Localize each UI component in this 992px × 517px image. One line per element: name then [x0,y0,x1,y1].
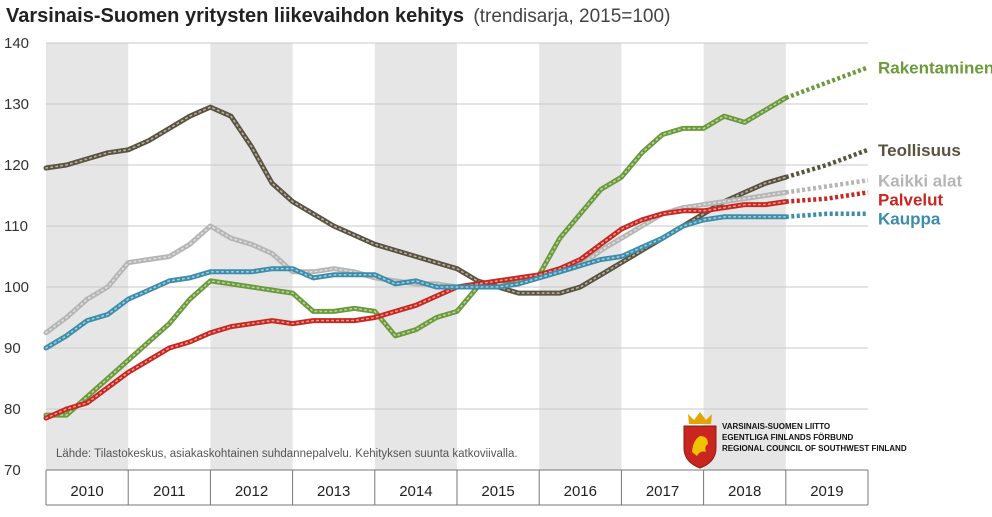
legend: Rakentaminen Teollisuus Kaikki alatPalvelu… [878,58,992,228]
series-kauppa [43,211,868,351]
x-tick-label-2011: 2011 [153,483,185,500]
source-note: Lähde: Tilastokeskus, asiakaskohtainen s… [56,448,518,460]
logo-line-2: EGENTLIGA FINLANDS FÖRBUND [722,433,853,442]
series-projection-palvelut [785,190,869,204]
x-tick-label-2013: 2013 [317,483,350,500]
legend-label-teollisuus: Teollisuus [878,141,961,160]
legend-label-rakentaminen: Rakentaminen [878,58,992,77]
year-band-2012 [210,43,293,470]
y-axis: 70 80 90 100 110 120 130 140 [4,35,29,479]
series-projection-rakentaminen [785,65,869,101]
y-tick-label-90: 90 [4,340,21,357]
lion-icon [692,436,708,456]
series-line-dots-kauppa [45,216,787,349]
x-tick-label-2014: 2014 [399,483,432,500]
year-band-2010 [46,43,129,470]
series-rakentaminen [43,65,869,418]
y-tick-label-100: 100 [4,279,29,296]
grid-lines [46,42,868,471]
series-palvelut [43,190,869,421]
logo-line-3: REGIONAL COUNCIL OF SOUTHWEST FINLAND [722,444,907,453]
chart-subtitle: (trendisarja, 2015=100) [473,6,670,27]
series-lines [43,65,869,421]
series-line-dots-kaikki-alat [45,191,787,334]
legend-label-palvelut: Palvelut [878,190,944,209]
legend-label-kauppa: Kauppa [878,209,941,228]
x-tick-label-2012: 2012 [235,483,268,500]
x-axis: 2010 2011 2012 2013 2014 2015 2016 2017 2018 2019 [45,469,869,506]
logo-line-1: VARSINAIS-SUOMEN LIITTO [722,422,830,431]
legend-label-kaikki-alat: Kaikki alat [878,171,962,190]
series-line-dots-palvelut [45,200,787,419]
y-tick-label-140: 140 [4,35,29,52]
x-tick-label-2016: 2016 [564,483,597,500]
x-tick-label-2018: 2018 [728,483,761,500]
x-tick-label-2017: 2017 [646,483,679,500]
y-tick-label-110: 110 [4,218,28,235]
series-line-rakentaminen [43,95,789,418]
x-tick-label-2010: 2010 [70,483,103,500]
y-tick-label-130: 130 [4,96,29,113]
coat-of-arms-icon [683,412,717,469]
y-tick-label-80: 80 [4,401,21,418]
chart-title-main: Varsinais-Suomen yritysten liikevaihdon … [6,5,464,27]
x-tick-label-2015: 2015 [481,483,514,500]
x-tick-label-2019: 2019 [810,483,843,500]
chart-title: Varsinais-Suomen yritysten liikevaihdon … [6,5,670,27]
series-projection-kaikki-alat [785,178,869,195]
year-band-2018 [703,43,786,470]
series-projection-kauppa [785,211,868,220]
y-tick-label-120: 120 [4,157,29,174]
y-tick-label-70: 70 [4,462,21,479]
organization-logo: VARSINAIS-SUOMEN LIITTO EGENTLIGA FINLAN… [683,412,907,469]
crown-icon [688,412,712,424]
series-projection-teollisuus [785,147,869,180]
